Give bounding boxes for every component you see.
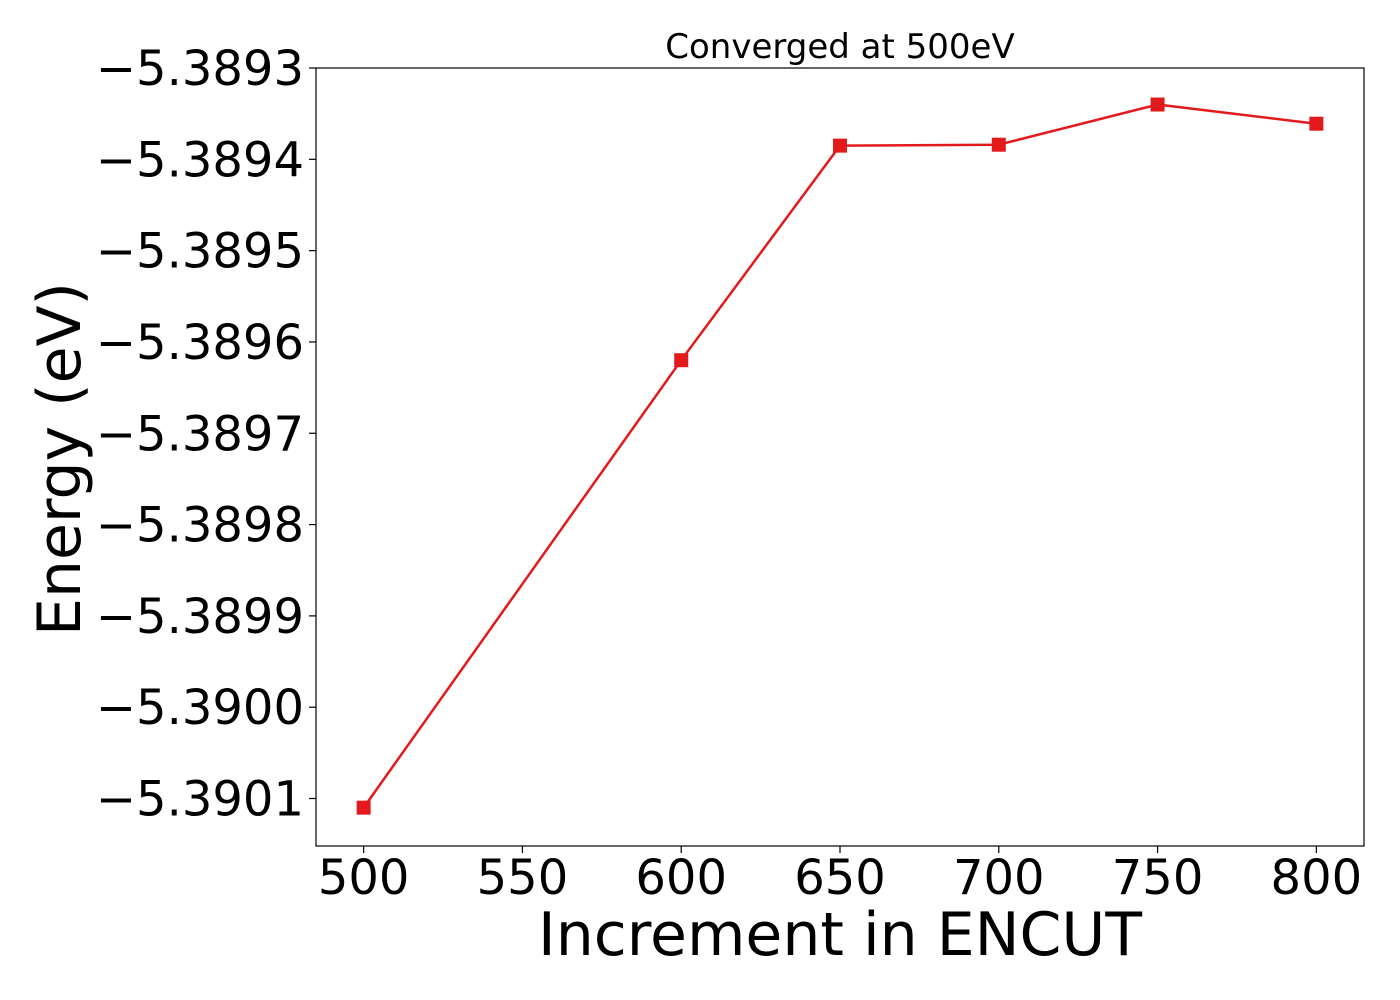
data-point-marker (1150, 97, 1165, 112)
y-tick-label: −5.3894 (96, 132, 304, 188)
y-tick-label: −5.3897 (96, 406, 304, 462)
y-tick-label: −5.3900 (96, 680, 304, 736)
data-point-marker (991, 137, 1006, 152)
series-layer (356, 97, 1324, 815)
x-tick-label: 700 (953, 850, 1045, 906)
x-tick-label: 650 (794, 850, 886, 906)
data-point-marker (833, 138, 847, 153)
data-point-marker (674, 353, 689, 368)
y-tick-label: −5.3895 (96, 224, 304, 280)
y-tick-label: −5.3898 (96, 498, 304, 554)
y-tick-label: −5.3901 (96, 772, 304, 828)
series-line (362, 103, 1317, 809)
chart-title: Converged at 500eV (665, 27, 1014, 67)
x-tick-label: 750 (1112, 850, 1204, 906)
y-tick-label: −5.3893 (96, 41, 304, 97)
x-tick-label: 800 (1271, 850, 1363, 906)
y-axis-title: Energy (eV) (25, 282, 95, 636)
data-point-marker (1309, 116, 1324, 131)
x-tick-label: 550 (477, 850, 569, 906)
y-tick-label: −5.3896 (96, 315, 304, 371)
x-axis-title: Increment in ENCUT (538, 900, 1142, 970)
data-point-marker (356, 800, 371, 815)
x-tick-label: 500 (318, 850, 410, 906)
y-tick-label: −5.3899 (96, 589, 304, 645)
x-tick-label: 600 (635, 850, 727, 906)
plot-frame (315, 67, 1365, 847)
ticks-layer: 500 550 600 650 700 750 800 −5.3893 −5.3894 −5.38… (96, 41, 1362, 906)
